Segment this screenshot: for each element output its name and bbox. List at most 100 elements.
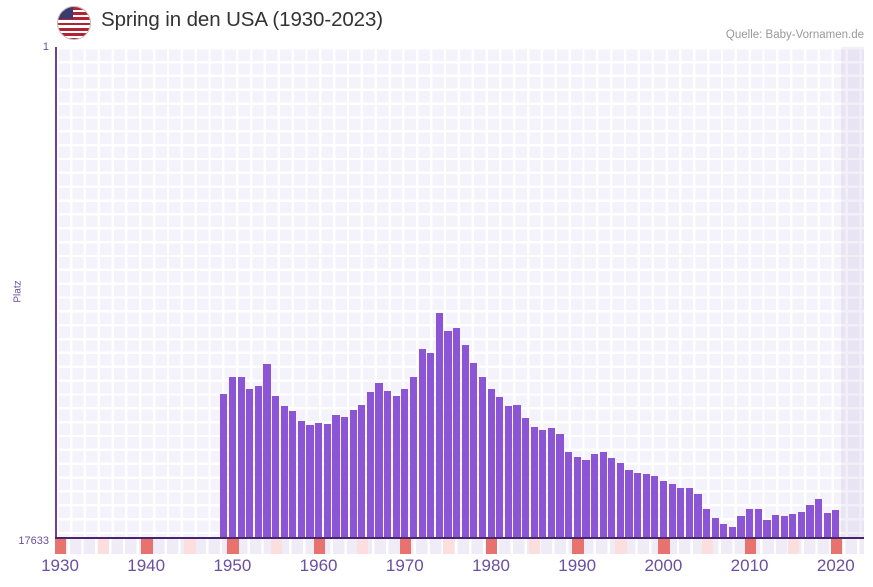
bar	[608, 457, 616, 539]
x-tick-major	[744, 539, 756, 554]
bar	[565, 452, 573, 539]
bar	[487, 388, 495, 539]
bar	[366, 392, 374, 539]
bar	[272, 396, 280, 539]
bar	[332, 415, 340, 539]
plot-area	[56, 47, 864, 539]
x-tick-major	[313, 539, 325, 554]
x-tick-major	[227, 539, 239, 554]
x-tick-label: 2010	[730, 556, 769, 575]
bar	[582, 460, 590, 539]
bar	[651, 476, 659, 539]
bar	[797, 512, 805, 539]
bar	[668, 483, 676, 539]
bar	[590, 454, 599, 539]
x-tick-label: 1970	[385, 556, 424, 575]
x-tick-major	[486, 539, 498, 554]
bar	[677, 487, 685, 539]
bar	[427, 353, 435, 539]
bar	[771, 515, 780, 539]
bar	[746, 509, 754, 539]
bar	[634, 473, 642, 539]
bar	[409, 376, 418, 539]
bar	[280, 406, 288, 539]
x-tick-label: 1990	[558, 556, 597, 575]
bar	[358, 405, 366, 539]
x-tick-minor	[529, 539, 541, 554]
bar	[754, 509, 762, 539]
bar	[263, 364, 271, 539]
x-tick-major	[830, 539, 843, 554]
x-tick-label: 2020	[816, 556, 855, 575]
bar	[806, 504, 814, 539]
bar	[616, 463, 624, 539]
bar	[823, 513, 831, 539]
x-tick-label: 2000	[644, 556, 683, 575]
bar	[349, 409, 357, 539]
bar	[375, 382, 383, 539]
bar	[832, 510, 840, 539]
bar	[659, 480, 668, 539]
bar	[556, 433, 564, 539]
bar	[496, 397, 504, 539]
x-tick-minor	[270, 539, 282, 554]
bar	[384, 391, 392, 539]
bar	[711, 518, 719, 539]
x-tick-major	[572, 539, 584, 554]
bar	[573, 457, 581, 539]
x-tick-label: 1980	[472, 556, 510, 575]
bar	[461, 344, 469, 539]
bar	[815, 498, 823, 539]
bar	[392, 396, 400, 539]
usa-flag-icon	[57, 6, 91, 40]
x-axis-line	[55, 537, 864, 539]
x-tick-minor	[98, 539, 110, 554]
x-axis-tick-band	[56, 539, 864, 554]
x-tick-label: 1930	[41, 556, 79, 575]
bar	[401, 388, 409, 539]
x-tick-major	[658, 539, 670, 554]
chart-header: Spring in den USA (1930-2023) Quelle: Ba…	[0, 0, 873, 47]
x-tick-label: 1960	[299, 556, 338, 575]
bar	[642, 474, 650, 539]
bar	[728, 527, 737, 539]
x-tick-minor	[615, 539, 627, 554]
bar	[720, 524, 728, 539]
bar	[504, 406, 512, 539]
bar	[237, 376, 245, 539]
bar	[780, 516, 788, 539]
bar	[340, 416, 349, 539]
bar	[694, 493, 702, 539]
bar	[435, 312, 443, 539]
bar	[228, 376, 237, 539]
bar	[323, 423, 331, 539]
bar	[297, 420, 306, 539]
bar	[513, 405, 521, 539]
bar	[763, 520, 771, 539]
x-tick-minor	[787, 539, 800, 554]
bar	[737, 516, 745, 539]
x-tick-label: 1940	[127, 556, 166, 575]
y-axis-bottom-label: 17633	[18, 535, 49, 547]
bar	[254, 386, 262, 539]
bar	[315, 422, 323, 539]
bar	[453, 328, 461, 539]
bar	[547, 428, 556, 539]
bar	[599, 452, 607, 539]
bar	[444, 331, 452, 539]
x-tick-major	[55, 539, 67, 554]
bar-series	[56, 47, 864, 539]
bar	[521, 418, 530, 539]
y-axis-line	[55, 47, 57, 539]
bar	[530, 426, 538, 539]
bar	[470, 362, 478, 539]
bar	[539, 429, 547, 539]
x-tick-major	[141, 539, 153, 554]
bar	[703, 509, 711, 539]
bar	[306, 424, 314, 539]
bar	[789, 514, 797, 539]
bar	[685, 487, 693, 539]
bar	[289, 411, 297, 539]
